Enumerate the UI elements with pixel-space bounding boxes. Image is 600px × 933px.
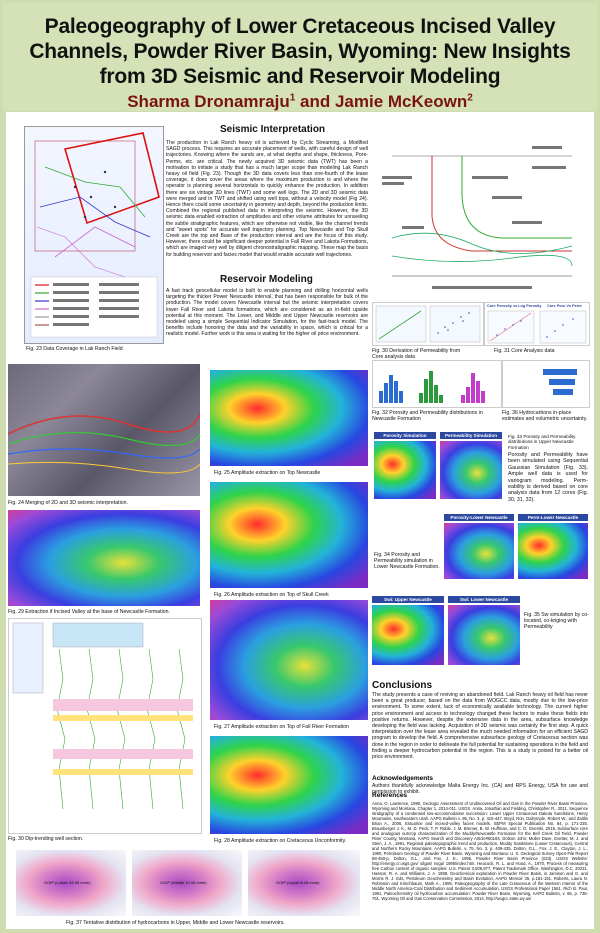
fig25-top-newcastle-amplitude bbox=[210, 370, 368, 466]
fig23-caption: Fig. 23 Data Coverage in Lak Ranch Field bbox=[26, 346, 123, 352]
fig37-ooip-map-middle: OOIP (Middle 10.08 mmb) bbox=[132, 850, 242, 916]
conclusions-heading: Conclusions bbox=[372, 680, 433, 691]
core-analysis-graphic bbox=[487, 310, 587, 344]
fig33-description: Porosity and Permeability have been simu… bbox=[508, 452, 588, 503]
references-heading: References bbox=[372, 792, 408, 799]
fig26-caption: Fig. 26 Amplitude extraction on Top of S… bbox=[214, 592, 329, 598]
references-text: Anna, O. Lawrence, 1990, Geologic Assess… bbox=[372, 801, 588, 901]
reservoir-modeling-text: A fast track geocellular model is built … bbox=[166, 288, 368, 338]
fig35-caption: Fig. 35 Sw simulation by co-located, co-… bbox=[524, 612, 589, 630]
well-section-graphic bbox=[12, 622, 193, 810]
fig30-permeability-plots bbox=[372, 302, 484, 346]
author-1-affiliation: 1 bbox=[289, 92, 296, 104]
fig31-caption: Fig. 31 Core Analysis data bbox=[494, 348, 555, 354]
fig28-unconformity-amplitude bbox=[210, 736, 368, 834]
perm-lower-image bbox=[518, 523, 588, 579]
core-porosity-label: Core Porosity vs Log Porosity bbox=[487, 304, 542, 308]
ooip-middle-label: OOIP (Middle 10.08 mmb) bbox=[160, 880, 207, 885]
fig33-sgs-panels: Porosity Simulation Permeability Simulat… bbox=[372, 432, 504, 502]
fig32-caption: Fig. 32 Porosity and Permeability distri… bbox=[372, 410, 483, 422]
sw-upper-tab: Swi: Upper Newcastle bbox=[372, 596, 444, 603]
acknowledgements-heading: Acknowledgements bbox=[372, 775, 434, 782]
fig27-caption: Fig. 27 Amplitude extraction on Top of F… bbox=[214, 724, 349, 730]
fig37-ooip-map-lower: OOIP (Lower, 45.08 mmb) bbox=[16, 850, 126, 916]
fig30-dip-well-section bbox=[8, 618, 202, 834]
fig37-ooip-map-upper: OOIP (Upper 8.08 mmb) bbox=[248, 850, 360, 916]
porosity-simulation-image bbox=[374, 441, 436, 499]
seismic-interpretation-text: The production in Lak Ranch heavy oil is… bbox=[166, 140, 368, 258]
fig28-caption: Fig. 28 Amplitude extraction on Cretaceo… bbox=[214, 838, 347, 844]
perm-plot-graphic bbox=[375, 305, 481, 343]
fig27-fall-river-amplitude bbox=[210, 600, 368, 720]
fig35-sw-panels: Swi: Upper Newcastle Swi: Lower Newcastl… bbox=[372, 596, 520, 668]
sw-lower-image bbox=[448, 605, 520, 665]
fig29-caption: Fig. 29 Extraction if Incised Valley at … bbox=[8, 609, 170, 615]
ooip-lower-label: OOIP (Lower, 45.08 mmb) bbox=[44, 880, 91, 885]
fig26-skull-creek-amplitude bbox=[210, 482, 368, 588]
fig24-seismic-merge-image bbox=[8, 364, 200, 496]
fig25-caption: Fig. 25 Amplitude extraction on Top Newc… bbox=[214, 470, 321, 476]
fig36-volumetric-chart bbox=[502, 360, 590, 408]
ooip-upper-label: OOIP (Upper 8.08 mmb) bbox=[276, 880, 320, 885]
poster-body: Fig. 23 Data Coverage in Lak Ranch Field… bbox=[6, 112, 594, 929]
porosity-lower-image bbox=[444, 523, 514, 579]
fig37-caption: Fig. 37 Tentative distribution of hydroc… bbox=[66, 920, 285, 926]
fig34-caption: Fig. 34 Porosity and Permeability simula… bbox=[374, 552, 440, 570]
poster-title: Paleogeography of Lower Cretaceous Incis… bbox=[29, 15, 571, 88]
sw-lower-tab: Swi: Lower Newcastle bbox=[448, 596, 520, 603]
seismic-interpretation-heading: Seismic Interpretation bbox=[220, 124, 326, 135]
fig32-distribution-histograms bbox=[372, 360, 502, 408]
volumetric-graphic bbox=[543, 369, 577, 395]
fig31-core-analysis: Core Porosity vs Log Porosity Core Poro … bbox=[484, 302, 590, 346]
fig23-data-coverage-map bbox=[24, 126, 164, 344]
author-1: Sharma Dronamraju bbox=[127, 92, 290, 111]
well-diagram-graphic bbox=[382, 146, 573, 289]
author-2-affiliation: 2 bbox=[467, 92, 473, 104]
well-trajectory-diagram bbox=[372, 126, 584, 298]
porosity-lower-tab: Porosity-Lower Newcastle bbox=[444, 514, 514, 521]
fig24-graphic bbox=[8, 413, 200, 474]
fig36-caption: Fig. 36 Hydrocarbons in-place estimates … bbox=[502, 410, 588, 422]
reservoir-modeling-heading: Reservoir Modeling bbox=[220, 274, 313, 285]
fig24-caption: Fig. 24 Merging of 2D and 3D seismic int… bbox=[8, 500, 128, 506]
perm-lower-tab: Perm-Lower Newcastle bbox=[518, 514, 588, 521]
fig30-dip-caption: Fig. 30 Dip-trending well section. bbox=[8, 836, 84, 842]
permeability-simulation-image bbox=[440, 441, 502, 499]
sw-upper-image bbox=[372, 605, 444, 665]
author-2: and Jamie McKeown bbox=[295, 92, 468, 111]
fig33-caption: Fig. 33 Porosity and Permeability distri… bbox=[508, 434, 576, 450]
permeability-simulation-tab: Permeability Simulation bbox=[440, 432, 502, 439]
poster-authors: Sharma Dronamraju1 and Jamie McKeown2 bbox=[3, 92, 597, 112]
conclusions-text: The study presents a case of reviving an… bbox=[372, 692, 588, 761]
coverage-map-graphic bbox=[30, 132, 160, 338]
poster-header: Paleogeography of Lower Cretaceous Incis… bbox=[3, 3, 597, 111]
acknowledgements-text: Authors thankfully acknowledge Malta Ene… bbox=[372, 783, 588, 796]
fig30-perm-caption: Fig. 30 Derivation of Permeability from … bbox=[372, 348, 461, 360]
core-poro-perm-label: Core Poro Vs Perm bbox=[547, 304, 582, 308]
histogram-graphic bbox=[379, 371, 485, 403]
fig29-incised-valley-image bbox=[8, 510, 200, 606]
porosity-simulation-tab: Porosity Simulation bbox=[374, 432, 436, 439]
fig34-lower-newcastle-panels: Porosity-Lower Newcastle Perm-Lower Newc… bbox=[444, 514, 590, 582]
